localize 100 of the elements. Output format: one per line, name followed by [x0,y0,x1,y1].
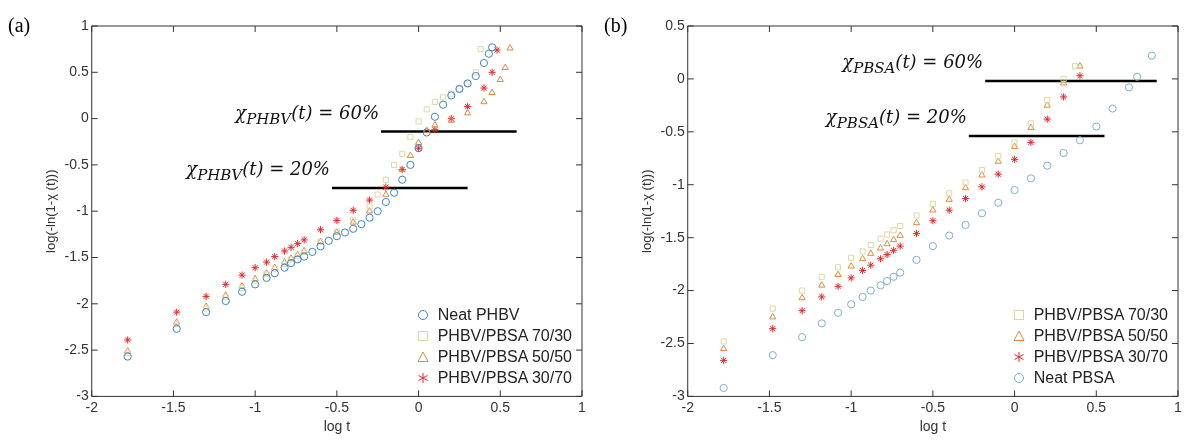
point [488,88,496,95]
point [440,94,447,101]
point [1124,83,1134,92]
point [365,213,374,222]
x-tick-label: 0 [414,398,423,415]
point [719,356,728,365]
point [431,98,438,105]
point [768,324,777,333]
point [262,258,271,267]
point [293,255,302,264]
legend-label: PHBV/PBSA 70/30 [437,326,572,347]
x-tick-label: 1 [578,398,587,415]
point [896,242,905,251]
legend-label: PHBV/PBSA 70/30 [1033,305,1168,326]
point [977,209,986,218]
point [480,97,488,105]
legend-label: PHBV/PBSA 30/70 [1033,347,1168,368]
point [1059,148,1068,158]
point [237,270,247,280]
y-tick-label: 0 [676,69,685,86]
point [859,248,866,255]
point [280,246,289,256]
point [867,242,874,249]
point [890,227,897,234]
point [896,231,904,238]
y-tick-label: 0.5 [665,16,685,33]
point [1108,104,1117,113]
point [798,293,806,301]
point [928,242,937,251]
point [423,106,430,113]
point [123,335,132,345]
point [977,182,986,191]
point [237,287,247,296]
point [848,254,855,261]
point [423,126,431,133]
point [251,263,260,272]
point [422,128,431,137]
point [912,229,921,238]
point [332,216,341,225]
x-tick-label: -1 [248,398,262,415]
point [833,308,843,317]
point [202,292,211,301]
point [501,63,509,70]
point [484,49,493,58]
point [488,43,497,52]
y-tick-label: -2 [76,294,89,311]
point [430,112,440,121]
point [883,250,892,259]
point [415,118,422,125]
point [1059,79,1068,86]
y-tick-label: -2.5 [64,340,89,357]
y-axis-title: log(-ln(1-χ (t))) [639,169,655,253]
x-tick-label: 0.5 [490,398,511,415]
point [858,254,867,262]
point [994,157,1002,164]
point [978,171,986,178]
legend-label: Neat PBSA [1033,368,1115,389]
point [172,308,181,317]
point [978,166,985,173]
point [221,296,230,306]
point [1075,136,1085,145]
point [883,276,892,286]
point [847,262,855,269]
point [897,222,904,230]
point [1043,115,1052,124]
x-tick-label: 0.5 [1086,398,1107,415]
point [492,45,502,55]
y-tick-label: -0.5 [660,122,685,139]
point [1026,138,1036,147]
point [349,224,358,233]
point [961,183,970,191]
point [883,239,891,247]
point [262,273,271,282]
y-tick-label: -1 [672,175,685,192]
legend-label: Neat PHBV [437,305,520,326]
point [884,231,891,238]
point [340,228,350,237]
x-tick-label: -1.5 [161,398,186,415]
point [912,218,921,226]
y-axis-title: log(-ln(1-χ (t))) [43,169,59,253]
x-tick-label: -0.5 [920,398,946,415]
point [382,190,390,197]
x-tick-label: 1 [1174,398,1183,415]
point [1043,101,1051,108]
point [799,287,806,294]
point [720,338,727,345]
point [406,151,415,158]
point [381,197,390,207]
point [123,352,132,361]
point [945,195,953,202]
point [834,270,842,277]
point [332,232,341,241]
point [381,183,390,192]
point [847,273,856,282]
point [818,281,826,288]
point [798,333,807,342]
point [945,231,954,240]
point [858,292,867,302]
point [399,150,406,157]
point [1043,161,1052,170]
